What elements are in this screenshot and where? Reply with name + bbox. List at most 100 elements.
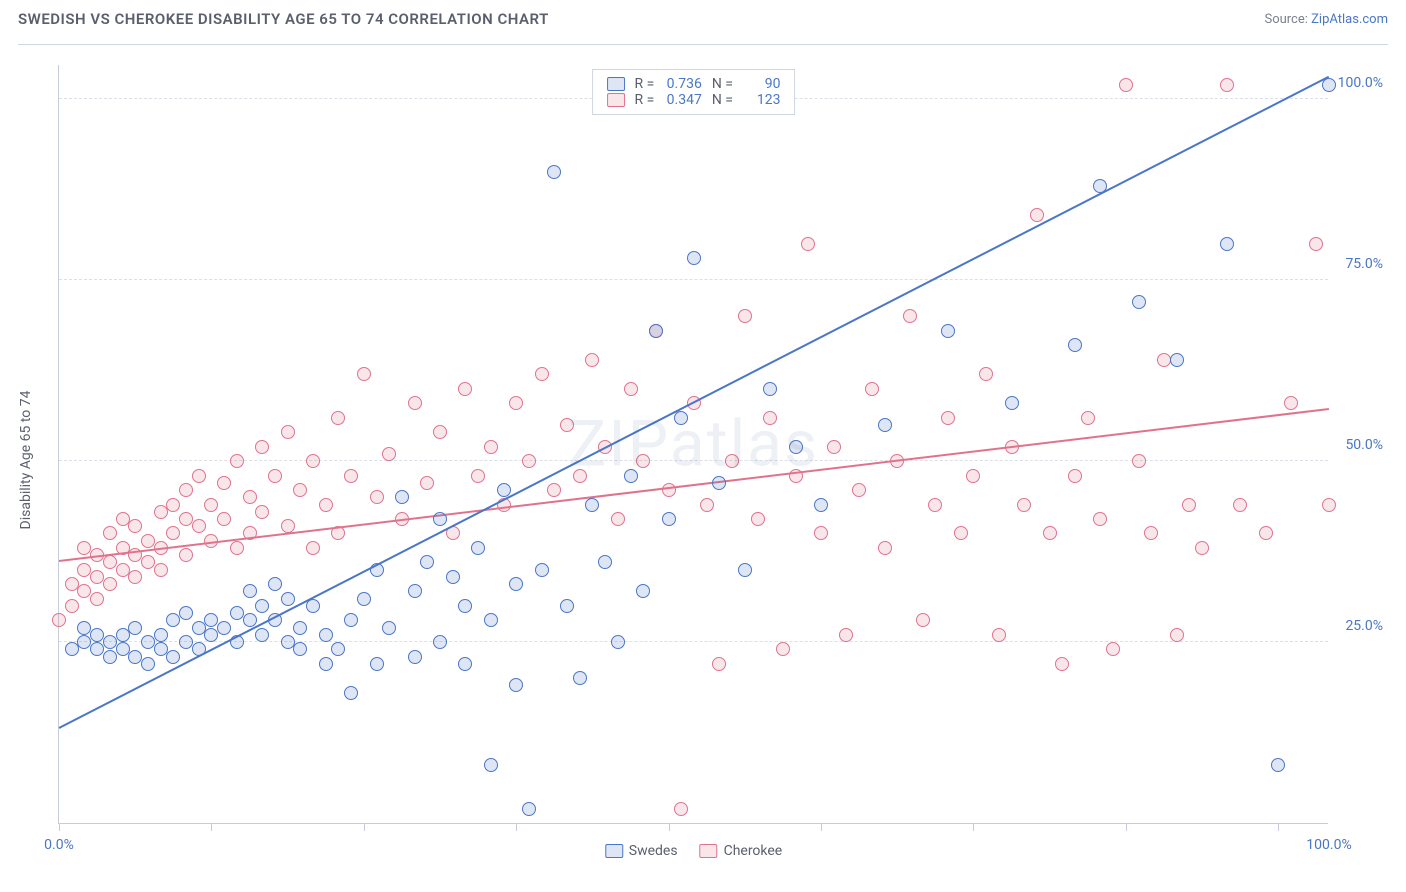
scatter-point: [128, 570, 142, 584]
scatter-point: [1068, 469, 1082, 483]
scatter-point: [763, 382, 777, 396]
scatter-point: [979, 367, 993, 381]
scatter-point: [268, 469, 282, 483]
scatter-point: [192, 469, 206, 483]
scatter-point: [243, 584, 257, 598]
scatter-point: [458, 382, 472, 396]
scatter-point: [827, 440, 841, 454]
legend-swatch: [605, 844, 623, 858]
scatter-point: [52, 613, 66, 627]
scatter-point: [128, 621, 142, 635]
scatter-point: [179, 548, 193, 562]
scatter-point: [357, 592, 371, 606]
scatter-point: [1233, 498, 1247, 512]
legend-n-label: N = 123: [712, 92, 781, 108]
scatter-point: [573, 671, 587, 685]
scatter-point: [611, 635, 625, 649]
scatter-point: [852, 483, 866, 497]
scatter-point: [370, 490, 384, 504]
scatter-point: [166, 650, 180, 664]
scatter-point: [878, 541, 892, 555]
legend-swatch: [700, 844, 718, 858]
legend-series-name: Cherokee: [724, 843, 783, 859]
scatter-point: [1081, 411, 1095, 425]
scatter-point: [522, 454, 536, 468]
scatter-point: [509, 678, 523, 692]
scatter-point: [1220, 78, 1234, 92]
scatter-point: [712, 476, 726, 490]
scatter-point: [992, 628, 1006, 642]
scatter-point: [344, 686, 358, 700]
xtick: [1126, 823, 1127, 831]
scatter-point: [636, 584, 650, 598]
scatter-point: [1195, 541, 1209, 555]
scatter-point: [1043, 526, 1057, 540]
scatter-point: [433, 635, 447, 649]
scatter-point: [484, 758, 498, 772]
scatter-point: [801, 237, 815, 251]
series-legend: SwedesCherokee: [605, 843, 782, 859]
scatter-point: [293, 642, 307, 656]
scatter-point: [509, 396, 523, 410]
scatter-point: [725, 454, 739, 468]
scatter-point: [839, 628, 853, 642]
scatter-point: [319, 498, 333, 512]
scatter-point: [1106, 642, 1120, 656]
scatter-point: [814, 526, 828, 540]
scatter-point: [662, 512, 676, 526]
scatter-point: [611, 512, 625, 526]
scatter-point: [382, 447, 396, 461]
chart-container: Disability Age 65 to 74 ZIPatlas R = 0.7…: [18, 44, 1388, 874]
legend-n-label: N = 90: [712, 76, 781, 92]
scatter-point: [1005, 396, 1019, 410]
scatter-point: [65, 642, 79, 656]
xtick: [821, 823, 822, 831]
scatter-point: [547, 165, 561, 179]
scatter-point: [204, 628, 218, 642]
scatter-point: [484, 613, 498, 627]
scatter-point: [1170, 628, 1184, 642]
xtick: [973, 823, 974, 831]
xtick: [211, 823, 212, 831]
legend-item: Cherokee: [700, 843, 783, 859]
scatter-point: [1068, 338, 1082, 352]
scatter-point: [776, 642, 790, 656]
scatter-point: [1055, 657, 1069, 671]
scatter-point: [751, 512, 765, 526]
scatter-point: [230, 541, 244, 555]
scatter-point: [471, 469, 485, 483]
scatter-point: [814, 498, 828, 512]
source-link[interactable]: ZipAtlas.com: [1311, 12, 1388, 27]
scatter-point: [560, 418, 574, 432]
scatter-point: [662, 483, 676, 497]
scatter-point: [865, 382, 879, 396]
scatter-point: [344, 613, 358, 627]
scatter-point: [624, 469, 638, 483]
y-axis-label: Disability Age 65 to 74: [18, 390, 34, 529]
scatter-point: [116, 628, 130, 642]
scatter-point: [433, 512, 447, 526]
scatter-point: [1309, 237, 1323, 251]
gridline: [59, 279, 1328, 280]
scatter-point: [509, 577, 523, 591]
scatter-point: [395, 490, 409, 504]
scatter-point: [941, 411, 955, 425]
scatter-point: [560, 599, 574, 613]
scatter-point: [916, 613, 930, 627]
legend-r-label: R = 0.736: [635, 76, 702, 92]
scatter-point: [90, 592, 104, 606]
scatter-point: [687, 251, 701, 265]
scatter-point: [903, 309, 917, 323]
scatter-point: [166, 613, 180, 627]
scatter-point: [636, 454, 650, 468]
scatter-point: [649, 324, 663, 338]
scatter-point: [1144, 526, 1158, 540]
scatter-point: [1017, 498, 1031, 512]
scatter-point: [1322, 498, 1336, 512]
scatter-point: [420, 555, 434, 569]
xtick: [364, 823, 365, 831]
scatter-point: [458, 599, 472, 613]
scatter-point: [306, 454, 320, 468]
scatter-point: [1259, 526, 1273, 540]
scatter-point: [763, 411, 777, 425]
